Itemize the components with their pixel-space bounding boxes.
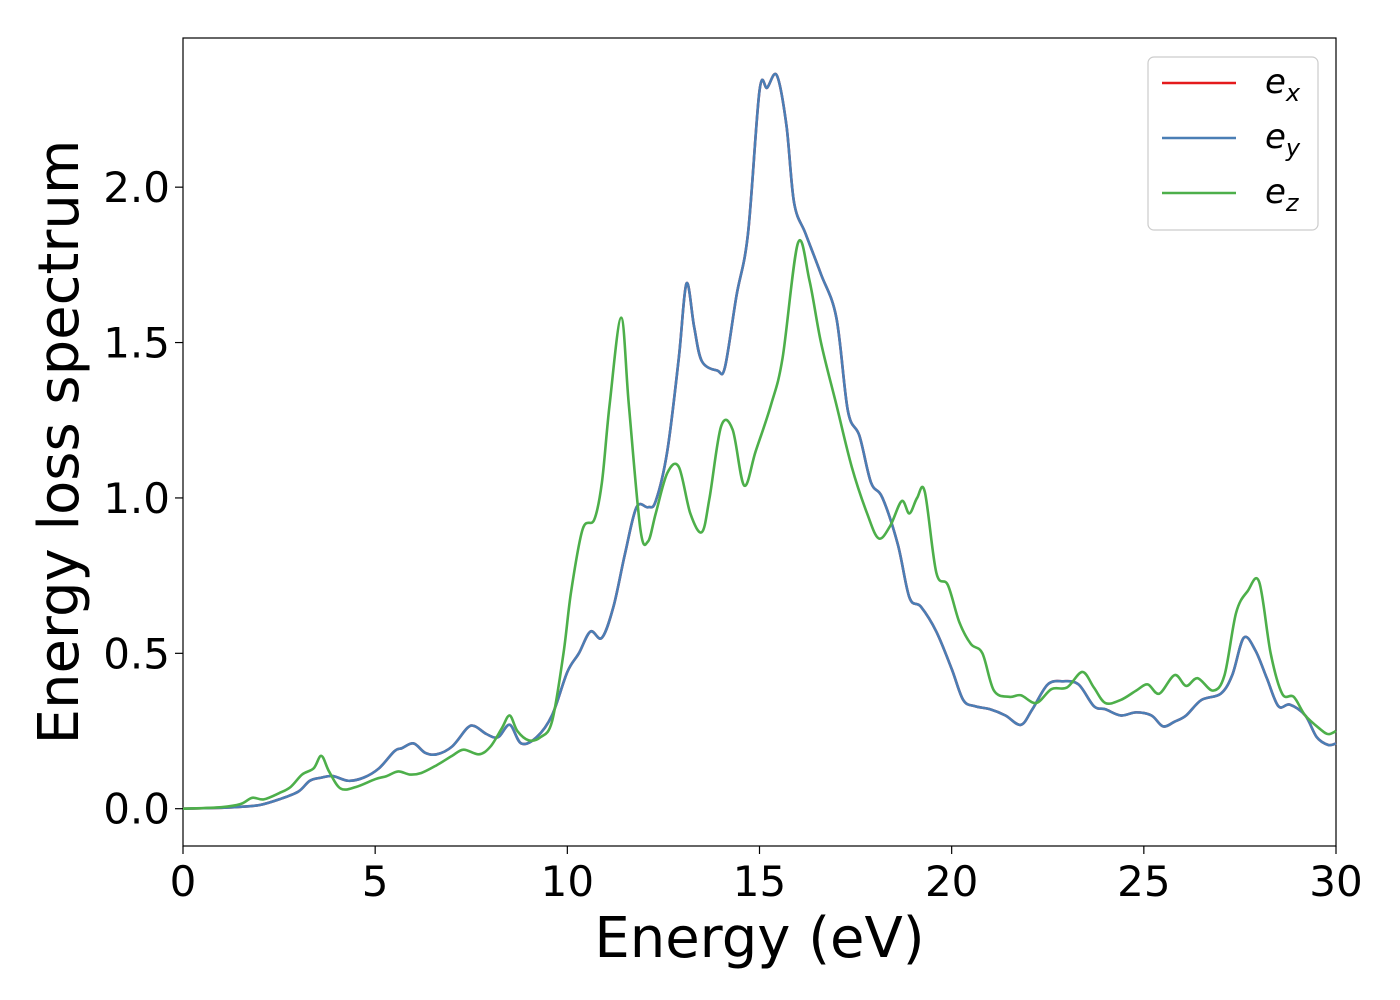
legend-label-ey: ey (1265, 117, 1301, 162)
y-tick-label: 1.0 (103, 474, 170, 523)
x-tick-label: 5 (362, 857, 389, 906)
x-tick-label: 15 (733, 857, 786, 906)
x-tick-label: 0 (170, 857, 197, 906)
legend: ex ey ez (1147, 56, 1319, 231)
legend-label-ez: ez (1265, 172, 1300, 217)
legend-entries: ex ey ez (1162, 62, 1301, 217)
series-line-ez (182, 239, 1337, 811)
x-tick-label: 30 (1309, 857, 1362, 906)
legend-box (1147, 56, 1319, 231)
x-axis: 0 5 10 15 20 25 30 (170, 846, 1363, 906)
plot-area (182, 37, 1337, 847)
y-tick-label: 2.0 (103, 163, 170, 212)
x-tick-label: 20 (925, 857, 978, 906)
x-axis-title: Energy (eV) (594, 906, 924, 971)
series-line-ey (182, 72, 1337, 811)
x-tick-label: 10 (541, 857, 594, 906)
x-tick-label: 25 (1117, 857, 1170, 906)
y-tick-label: 0.5 (103, 629, 170, 678)
y-axis: 0.0 0.5 1.0 1.5 2.0 (103, 163, 183, 834)
legend-label-ex: ex (1265, 62, 1301, 107)
y-tick-label: 0.0 (103, 785, 170, 834)
y-axis-title: Energy loss spectrum (27, 140, 92, 745)
y-tick-label: 1.5 (103, 319, 170, 368)
series-layer (182, 72, 1337, 811)
